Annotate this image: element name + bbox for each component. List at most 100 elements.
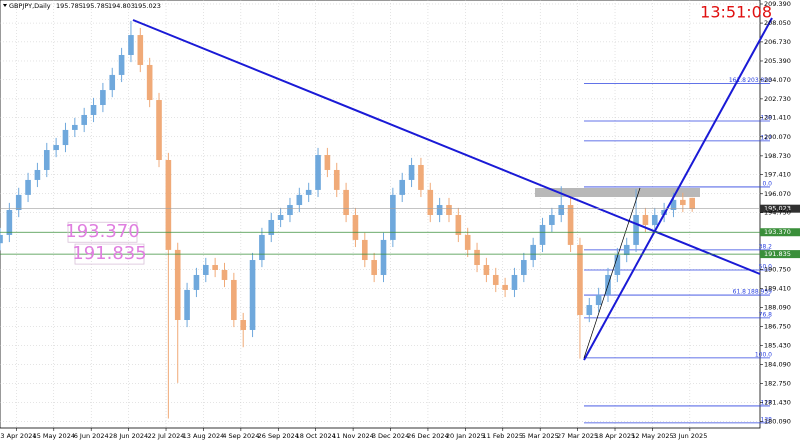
fib-label: 138 bbox=[761, 416, 773, 423]
candle-body bbox=[249, 260, 256, 330]
y-tick-label: 189.410 bbox=[764, 285, 791, 293]
candle-body bbox=[511, 274, 518, 290]
candle-body bbox=[25, 179, 31, 195]
x-tick-label: 3 Jun 2025 bbox=[672, 432, 707, 440]
candle-body bbox=[343, 189, 349, 215]
candle-body bbox=[436, 205, 443, 215]
candle-body bbox=[549, 214, 555, 225]
candle-body bbox=[43, 150, 50, 170]
fib-label: 38.2 bbox=[759, 243, 773, 250]
y-tick-label: 201.410 bbox=[764, 114, 791, 122]
candle-body bbox=[352, 214, 359, 240]
x-tick-label: 12 May 2025 bbox=[631, 432, 673, 440]
y-tick-label: 194.750 bbox=[764, 209, 791, 217]
x-tick-label: 5 Mar 2025 bbox=[522, 432, 559, 440]
candle-body bbox=[595, 294, 602, 306]
fib-price: 188.959 bbox=[747, 289, 772, 296]
candle-body bbox=[62, 129, 69, 146]
candle-body bbox=[15, 194, 22, 211]
x-tick-label: 18 Apr 2025 bbox=[595, 432, 635, 440]
x-tick-label: 26 Sep 2024 bbox=[258, 432, 299, 440]
zone bbox=[535, 188, 700, 197]
candle-body bbox=[361, 239, 368, 261]
trend-line bbox=[583, 187, 641, 359]
candle-body bbox=[34, 169, 41, 180]
candle-body bbox=[212, 265, 218, 270]
candle-body bbox=[202, 265, 209, 275]
fib-label: 76.8 bbox=[759, 311, 773, 318]
candle-body bbox=[277, 214, 284, 220]
candle-body bbox=[614, 255, 621, 275]
candle-body bbox=[0, 234, 3, 244]
fib-label: 100.0 bbox=[755, 351, 772, 358]
candle-body bbox=[474, 249, 480, 266]
level-label: 193.370 bbox=[65, 221, 139, 242]
level-axis-label: 191.835 bbox=[764, 250, 791, 258]
fib-label: 50.0 bbox=[759, 263, 773, 270]
candle-body bbox=[165, 160, 172, 250]
candle-body bbox=[287, 205, 293, 215]
level-label: 191.835 bbox=[72, 243, 146, 264]
candle-body bbox=[118, 54, 125, 75]
y-tick-label: 198.730 bbox=[764, 152, 791, 160]
candle-body bbox=[221, 269, 228, 280]
candle-body bbox=[324, 155, 331, 170]
fib-label: 61.8 bbox=[733, 289, 747, 296]
candle-body bbox=[240, 320, 247, 330]
candle-body bbox=[633, 214, 639, 245]
clock: 13:51:08 bbox=[700, 3, 772, 22]
x-tick-label: 13 Aug 2024 bbox=[183, 432, 225, 440]
candle-body bbox=[651, 214, 658, 225]
candle-body bbox=[586, 305, 593, 316]
level-box bbox=[74, 243, 145, 265]
y-tick-label: 188.090 bbox=[764, 303, 791, 311]
level-axis-box bbox=[760, 228, 800, 237]
y-tick-label: 186.750 bbox=[764, 323, 791, 331]
x-tick-label: 18 Oct 2024 bbox=[296, 432, 336, 440]
level-axis-box bbox=[760, 250, 800, 259]
chart-title: GBPJPY,Daily bbox=[9, 2, 51, 10]
y-tick-label: 209.390 bbox=[764, 0, 791, 8]
x-tick-label: 3 Dec 2024 bbox=[372, 432, 409, 440]
candle-body bbox=[371, 260, 377, 275]
price-box bbox=[760, 204, 800, 213]
candle-body bbox=[427, 189, 434, 215]
y-tick-label: 206.730 bbox=[764, 38, 791, 46]
level-axis-label: 193.370 bbox=[764, 228, 791, 236]
candle-body bbox=[193, 274, 200, 290]
ohlc-low: 194.803 bbox=[108, 2, 135, 10]
x-tick-label: 6 Jun 2024 bbox=[74, 432, 109, 440]
candle-body bbox=[418, 164, 424, 190]
candle-body bbox=[296, 194, 303, 206]
y-tick-label: 184.090 bbox=[764, 360, 791, 368]
x-tick-label: 20 Jan 2025 bbox=[446, 432, 485, 440]
candle-body bbox=[184, 289, 190, 321]
fib-label: 127 bbox=[761, 399, 773, 406]
x-tick-label: 15 May 2024 bbox=[33, 432, 75, 440]
y-tick-label: 197.410 bbox=[764, 171, 791, 179]
fib-label: 127 bbox=[761, 134, 773, 141]
candle-body bbox=[156, 100, 162, 161]
x-tick-label: 11 Nov 2024 bbox=[332, 432, 374, 440]
y-tick-label: 208.050 bbox=[764, 19, 791, 27]
candle-body bbox=[81, 114, 87, 125]
plot-frame bbox=[0, 0, 761, 429]
candle-body bbox=[623, 244, 630, 256]
y-tick-label: 196.070 bbox=[764, 190, 791, 198]
candle-body bbox=[455, 214, 462, 235]
ohlc-close: 195.023 bbox=[134, 2, 161, 10]
x-tick-label: 26 Dec 2024 bbox=[407, 432, 449, 440]
y-tick-label: 202.730 bbox=[764, 95, 791, 103]
fib-label: 138 bbox=[761, 114, 773, 121]
candle-body bbox=[146, 64, 153, 101]
candle-body bbox=[90, 105, 97, 115]
candle-body bbox=[502, 284, 508, 290]
candle-body bbox=[315, 155, 321, 190]
candle-body bbox=[464, 234, 471, 250]
candle-body bbox=[567, 205, 574, 245]
fib-label: 0.0 bbox=[762, 180, 772, 187]
x-tick-label: 4 Sep 2024 bbox=[222, 432, 259, 440]
